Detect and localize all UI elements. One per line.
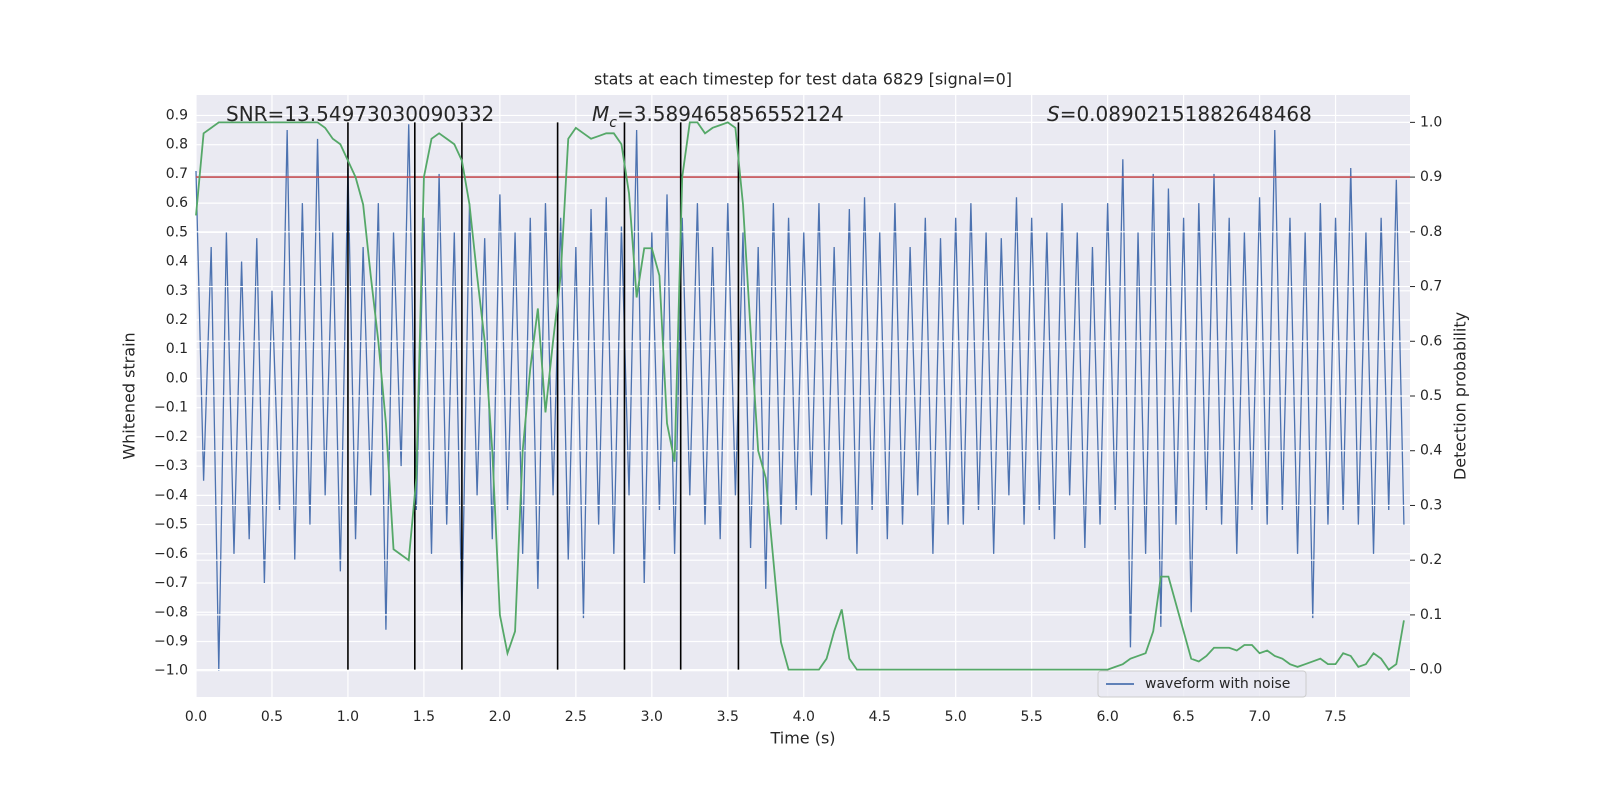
- y-tick-label: −0.7: [154, 575, 188, 591]
- legend-box: [1097, 670, 1307, 698]
- y-tick-label: 0.9: [166, 107, 188, 123]
- annotation-text: SNR=13.54973030090332: [226, 102, 494, 126]
- x-tick-label: 2.0: [489, 709, 511, 725]
- y-tick-label: −0.1: [154, 400, 188, 416]
- annotation-text: M: [592, 102, 609, 126]
- x-tick-label: 6.0: [1097, 709, 1119, 725]
- y-tick-label: 0.4: [166, 254, 188, 270]
- y2-tick-label: 0.9: [1420, 169, 1442, 185]
- chart-title: stats at each timestep for test data 682…: [594, 70, 1012, 89]
- legend-label: waveform with noise: [1145, 676, 1290, 692]
- y2-tick-label: 0.0: [1420, 662, 1442, 678]
- x-tick-label: 7.0: [1248, 709, 1270, 725]
- y2-tick-label: 0.1: [1420, 607, 1442, 623]
- y-tick-label: −0.3: [154, 458, 188, 474]
- x-tick-label: 2.5: [565, 709, 587, 725]
- y-tick-label: −1.0: [154, 663, 188, 679]
- x-tick-label: 3.0: [641, 709, 663, 725]
- y-tick-label: 0.8: [166, 137, 188, 153]
- x-tick-label: 0.5: [261, 709, 283, 725]
- annotation: SNR=13.54973030090332: [226, 102, 494, 126]
- y2-tick-label: 0.7: [1420, 279, 1442, 295]
- y-tick-label: 0.3: [166, 283, 188, 299]
- x-tick-label: 6.5: [1172, 709, 1194, 725]
- y-tick-label: 0.2: [166, 312, 188, 328]
- x-tick-label: 4.5: [869, 709, 891, 725]
- annotation-text: S: [1047, 102, 1060, 126]
- waveform-line: [195, 124, 1405, 671]
- y2-tick-label: 0.8: [1420, 224, 1442, 240]
- annotation: Mc=3.589465856552124: [592, 102, 844, 132]
- y-tick-label: 0.7: [166, 166, 188, 182]
- x-tick-label: 4.0: [793, 709, 815, 725]
- y-tick-label: −0.9: [154, 633, 188, 649]
- x-tick-label: 1.0: [337, 709, 359, 725]
- x-axis-label: Time (s): [769, 729, 835, 748]
- x-tick-label: 5.0: [945, 709, 967, 725]
- y-axis-label: Whitened strain: [120, 332, 139, 459]
- annotation-subscript: c: [609, 115, 617, 131]
- y2-tick-label: 0.6: [1420, 333, 1442, 349]
- y-tick-label: 0.0: [166, 370, 188, 386]
- x-tick-label: 0.0: [185, 709, 207, 725]
- annotation: S=0.08902151882648468: [1047, 102, 1312, 126]
- x-tick-label: 7.5: [1324, 709, 1346, 725]
- y-tick-label: −0.5: [154, 517, 188, 533]
- y-tick-label: 0.5: [166, 224, 188, 240]
- x-tick-label: 1.5: [413, 709, 435, 725]
- y2-tick-label: 0.4: [1420, 443, 1442, 459]
- probability-line: [195, 121, 1405, 671]
- y-tick-label: −0.8: [154, 604, 188, 620]
- annotation-value: =0.08902151882648468: [1060, 102, 1312, 126]
- y2-tick-label: 1.0: [1420, 114, 1442, 130]
- y-tick-label: −0.4: [154, 487, 188, 503]
- y-tick-label: 0.6: [166, 195, 188, 211]
- x-tick-label: 5.5: [1021, 709, 1043, 725]
- y2-tick-label: 0.5: [1420, 388, 1442, 404]
- y-tick-label: −0.2: [154, 429, 188, 445]
- y-tick-label: 0.1: [166, 341, 188, 357]
- y2-tick-label: 0.3: [1420, 497, 1442, 513]
- y2-tick-label: 0.2: [1420, 552, 1442, 568]
- annotation-value: =3.589465856552124: [617, 102, 844, 126]
- y2-axis-label: Detection probability: [1451, 312, 1470, 480]
- x-tick-label: 3.5: [717, 709, 739, 725]
- y-tick-label: −0.6: [154, 546, 188, 562]
